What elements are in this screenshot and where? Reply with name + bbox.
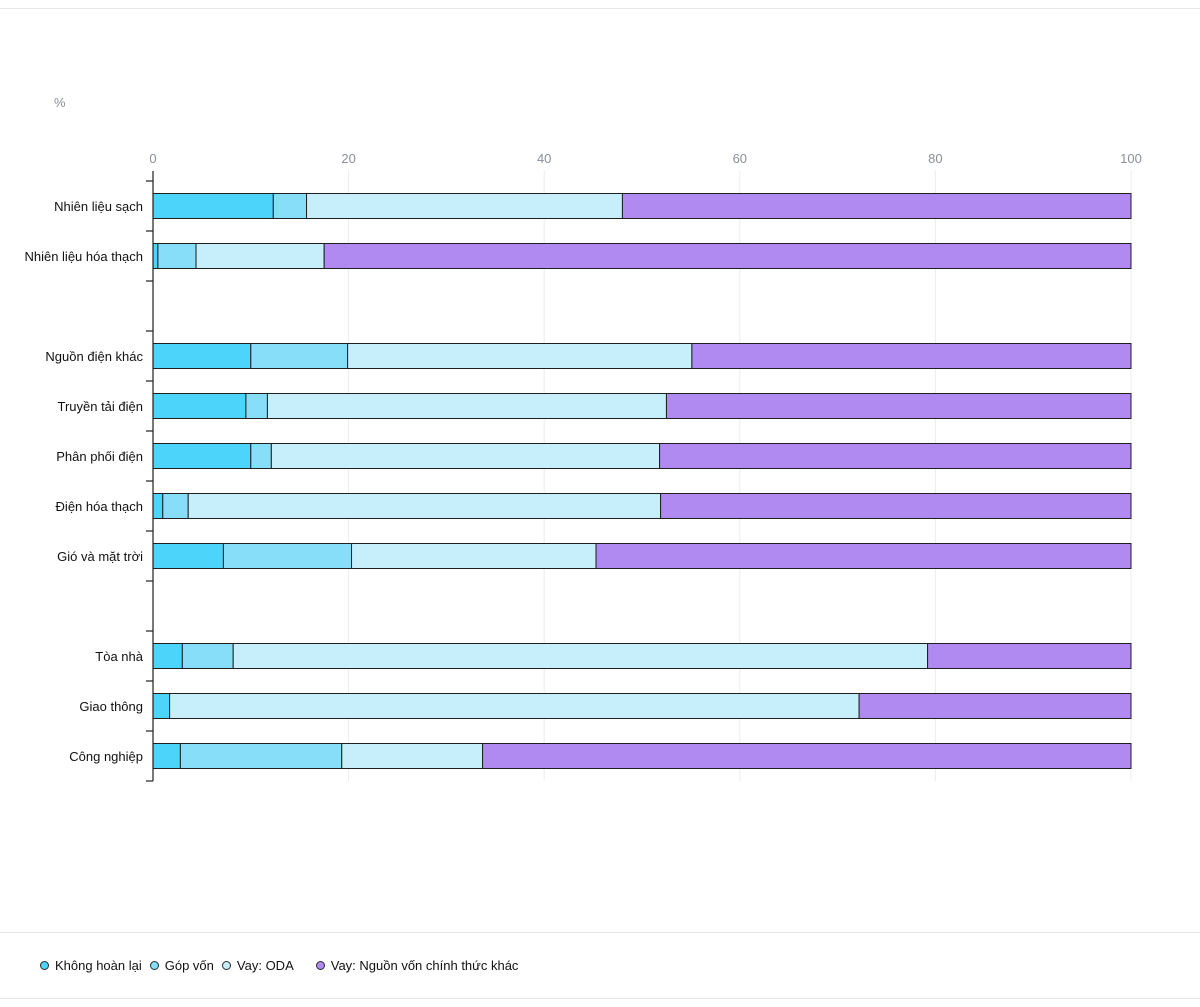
bar-segment-series-0 [152,343,252,369]
bar-segment-series-1 [222,543,353,569]
legend-item-gop-von[interactable]: Góp vốn [149,958,214,973]
bar-segment-series-1 [250,443,272,469]
legend-item-khong-hoan-lai[interactable]: Không hoàn lại [40,958,142,973]
bar-segment-series-2 [341,743,484,769]
bar-segment-series-3 [659,443,1132,469]
category-label: Gió và mặt trời [57,549,143,564]
x-tick-label: 20 [341,151,355,166]
bar-segment-series-3 [691,343,1132,369]
category-label: Nhiên liệu hóa thạch [24,249,143,264]
x-tick-label: 100 [1120,151,1142,166]
top-divider [0,8,1200,9]
x-tick-label: 40 [537,151,551,166]
bar-segment-series-1 [157,243,197,269]
bar-series [152,193,1132,769]
category-label: Nguồn điện khác [45,349,143,364]
category-labels: Nhiên liệu sạch Nhiên liệu hóa thạch Nguồn… [24,199,143,764]
legend-label: Góp vốn [164,958,214,973]
bar-segment-series-0 [152,543,224,569]
bottom-divider [0,998,1200,999]
bar-segment-series-1 [245,393,268,419]
x-tick-label: 0 [149,151,156,166]
bar-segment-series-2 [195,243,325,269]
bar-segment-series-0 [152,393,247,419]
category-label: Điện hóa thạch [56,499,143,514]
bar-segment-series-1 [162,493,189,519]
bar-segment-series-0 [152,693,171,719]
bar-segment-series-1 [250,343,349,369]
bar-segment-series-0 [152,743,181,769]
bar-segment-series-2 [270,443,661,469]
legend-swatch [221,961,231,970]
bar-segment-series-1 [179,743,343,769]
bar-segment-series-0 [152,643,183,669]
bar-segment-series-3 [858,693,1132,719]
bar-segment-series-3 [665,393,1132,419]
category-label: Tòa nhà [95,649,143,664]
bar-segment-series-0 [152,493,164,519]
x-tick-label: 60 [733,151,747,166]
bar-segment-series-2 [169,693,860,719]
category-label: Nhiên liệu sạch [54,199,143,214]
legend-item-vay-nguon-von-khac[interactable]: Vay: Nguồn vốn chính thức khác [315,958,519,973]
bar-segment-series-0 [152,243,159,269]
gridlines [348,170,1132,781]
bar-segment-series-2 [187,493,662,519]
x-tick-labels: 0 20 40 60 80 100 [149,151,1141,166]
bar-segment-series-2 [351,543,597,569]
bar-segment-series-3 [621,193,1132,219]
bar-segment-series-3 [927,643,1132,669]
legend-label: Vay: Nguồn vốn chính thức khác [330,958,519,973]
bar-segment-series-3 [482,743,1132,769]
legend-divider [0,932,1200,933]
bar-segment-series-0 [152,193,274,219]
legend-label: Không hoàn lại [55,958,142,973]
legend-swatch [315,961,325,970]
unit-label: % [54,95,66,110]
y-axis [146,171,154,782]
legend-label: Vay: ODA [236,958,294,973]
legend-swatch [149,961,159,970]
bar-segment-series-2 [266,393,667,419]
category-label: Giao thông [79,699,143,714]
legend-item-vay-oda[interactable]: Vay: ODA [221,958,294,973]
bar-segment-series-2 [347,343,693,369]
bar-segment-series-3 [660,493,1132,519]
legend: Không hoàn lại Góp vốn Vay: ODA Vay: Ngu… [40,958,526,973]
bar-segment-series-1 [181,643,234,669]
category-label: Công nghiệp [69,749,143,764]
bar-segment-series-0 [152,443,252,469]
bar-segment-series-1 [272,193,308,219]
category-label: Phân phối điện [56,449,143,464]
legend-swatch [40,961,49,970]
bar-segment-series-3 [595,543,1132,569]
bar-segment-series-2 [306,193,623,219]
category-label: Truyền tải điện [57,399,143,414]
bar-segment-series-3 [323,243,1132,269]
bar-segment-series-2 [232,643,929,669]
x-tick-label: 80 [928,151,942,166]
